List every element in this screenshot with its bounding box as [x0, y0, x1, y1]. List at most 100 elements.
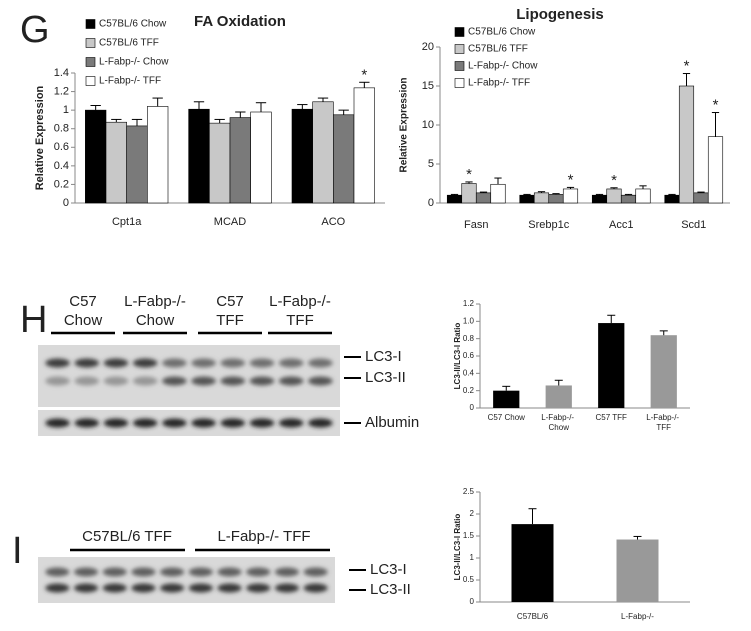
legend-swatch	[454, 27, 465, 37]
bar	[312, 101, 334, 204]
blot-band	[132, 418, 158, 428]
blot-band	[162, 358, 187, 368]
blot-band	[102, 583, 127, 593]
bar	[446, 194, 463, 204]
bar	[490, 183, 506, 204]
group-label: L-Fabp-/- TFF	[217, 528, 310, 545]
significance-mark: *	[611, 172, 617, 189]
y-tick-label: 0.5	[463, 575, 475, 584]
y-tick-label: 1.2	[463, 299, 475, 308]
bar	[548, 194, 564, 204]
significance-mark: *	[568, 171, 574, 188]
group-label: C57	[69, 293, 97, 310]
y-tick-label: 0	[470, 597, 475, 606]
blot-band	[274, 567, 300, 577]
bar	[664, 194, 680, 204]
y-tick-label: 0	[428, 197, 434, 209]
blot-band	[249, 376, 275, 386]
bar	[598, 323, 625, 408]
panel-label: G	[20, 9, 50, 51]
band-label: LC3-II	[370, 581, 411, 598]
y-axis-label: LC3-II/LC3-I Ratio	[453, 323, 462, 390]
blot-band	[249, 418, 275, 428]
blot-band	[220, 418, 246, 428]
blot-band	[188, 567, 213, 577]
group-label: C57	[216, 293, 244, 310]
blot-band	[188, 583, 213, 593]
x-tick-line: Chow	[549, 423, 570, 432]
y-tick-label: 0.4	[463, 368, 475, 377]
blot-band	[220, 358, 246, 368]
blot-band	[249, 358, 275, 368]
blot-band	[308, 358, 333, 368]
legend-label: L-Fabp-/- Chow	[468, 61, 538, 72]
legend-label: C57BL/6 Chow	[99, 19, 167, 30]
y-axis-label: Relative Expression	[34, 85, 46, 190]
blot-band	[73, 567, 99, 577]
blot-band	[278, 418, 304, 428]
x-tick-line: L-Fabp-/-	[646, 413, 681, 422]
group-label: C57BL/6 TFF	[82, 528, 172, 545]
group-label: L-Fabp-/-	[124, 293, 186, 310]
blot-band	[217, 583, 242, 593]
bar	[475, 192, 492, 204]
blot-band	[191, 418, 216, 428]
bar	[209, 122, 231, 204]
bar	[707, 136, 724, 204]
y-tick-label: 2.5	[463, 487, 475, 496]
bar	[562, 188, 579, 204]
x-tick-label: MCAD	[214, 216, 246, 228]
significance-mark: *	[684, 57, 690, 74]
bar	[591, 194, 608, 204]
blot-band	[308, 376, 333, 386]
legend-swatch	[454, 78, 465, 88]
group-label: TFF	[216, 312, 244, 329]
y-tick-label: 1.4	[54, 67, 69, 79]
bar	[545, 385, 572, 408]
blot-band	[74, 418, 100, 428]
y-tick-label: 5	[428, 158, 434, 170]
band-label: LC3-I	[370, 561, 407, 578]
legend-swatch	[85, 38, 96, 48]
y-tick-label: 2	[470, 509, 475, 518]
blot-band	[303, 583, 328, 593]
y-tick-label: 0	[470, 403, 475, 412]
x-tick-label: Cpt1a	[112, 216, 142, 228]
y-tick-label: 1	[63, 104, 69, 116]
y-tick-label: 0.8	[463, 334, 475, 343]
group-label: L-Fabp-/-	[269, 293, 331, 310]
x-tick-label: Scd1	[681, 219, 706, 231]
y-tick-label: 1.5	[463, 531, 475, 540]
y-tick-label: 10	[422, 119, 434, 131]
blot-background	[38, 557, 335, 603]
blot-band	[246, 567, 271, 577]
blot-band	[102, 567, 127, 577]
blot-background	[38, 345, 340, 407]
bar	[126, 125, 148, 204]
band-label: LC3-II	[365, 369, 406, 386]
chart-title: FA Oxidation	[194, 13, 286, 30]
y-tick-label: 0.8	[54, 123, 69, 135]
bar	[635, 188, 651, 204]
x-tick-label: C57 TFF	[596, 413, 628, 422]
blot-band	[45, 567, 70, 577]
bar	[291, 108, 313, 204]
blot-band	[103, 358, 129, 368]
bar	[693, 192, 709, 204]
bar	[461, 183, 477, 204]
blot-band	[162, 418, 187, 428]
bar	[616, 539, 659, 602]
bar	[511, 524, 554, 602]
x-tick-label: ACO	[321, 216, 345, 228]
x-tick-label: C57BL/6	[517, 612, 549, 621]
y-tick-label: 0.2	[54, 178, 69, 190]
legend-label: C57BL/6 TFF	[99, 38, 159, 49]
band-label: LC3-I	[365, 348, 402, 365]
blot-band	[191, 376, 216, 386]
group-label: Chow	[64, 312, 103, 329]
legend-swatch	[85, 76, 96, 86]
blot-band	[45, 376, 70, 386]
x-tick-label: Fasn	[464, 219, 488, 231]
y-tick-label: 0.4	[54, 160, 69, 172]
bar	[678, 85, 695, 204]
